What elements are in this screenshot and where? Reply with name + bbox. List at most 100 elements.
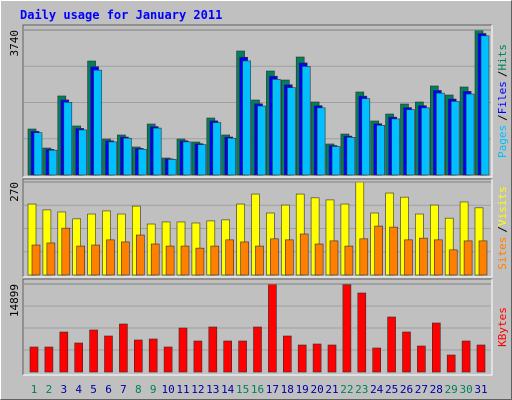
bar xyxy=(268,283,277,373)
bar xyxy=(104,335,113,373)
bar xyxy=(33,132,43,176)
y-tick-label: 270 xyxy=(8,182,21,202)
bar xyxy=(240,241,249,276)
bar xyxy=(476,344,486,373)
x-tick-label: 11 xyxy=(176,383,189,396)
bar xyxy=(270,238,279,276)
x-tick-label: 27 xyxy=(415,383,428,396)
panel-shadow xyxy=(22,24,492,177)
x-tick-label: 2 xyxy=(46,383,53,396)
bar xyxy=(255,245,264,276)
bar xyxy=(31,244,41,276)
bar xyxy=(299,233,309,276)
legend: Sites /Visits xyxy=(496,186,509,270)
x-tick-label: 21 xyxy=(325,383,338,396)
bar xyxy=(134,339,143,373)
bar xyxy=(301,66,311,176)
bar xyxy=(465,93,475,176)
bar xyxy=(197,144,207,176)
panel-light xyxy=(23,179,493,278)
bar xyxy=(312,343,322,373)
x-tick-label: 13 xyxy=(206,383,219,396)
x-tick-label: 9 xyxy=(150,383,157,396)
x-tick-label: 6 xyxy=(105,383,112,396)
bar xyxy=(346,137,356,176)
bar xyxy=(431,322,441,373)
bar xyxy=(480,35,490,176)
bar xyxy=(93,69,102,176)
bar xyxy=(193,340,203,373)
legend-separator: / xyxy=(496,226,509,233)
bar xyxy=(238,340,247,373)
bar xyxy=(148,338,158,373)
x-tick-label: 24 xyxy=(370,383,384,396)
bar xyxy=(342,284,352,373)
bar xyxy=(357,292,367,373)
bar xyxy=(212,122,222,176)
bar xyxy=(284,239,294,276)
bar xyxy=(225,239,234,276)
bar xyxy=(165,245,175,276)
panel-light xyxy=(23,279,493,376)
bar xyxy=(450,101,460,176)
legend-separator: / xyxy=(496,114,509,121)
legend: KBytes xyxy=(496,307,509,347)
bar xyxy=(91,244,100,276)
bar xyxy=(404,239,413,276)
x-tick-label: 20 xyxy=(310,383,323,396)
bar xyxy=(29,346,39,373)
bar xyxy=(329,240,339,276)
legend-entry: Hits xyxy=(496,44,509,71)
panel-shadow xyxy=(22,178,492,277)
bar xyxy=(46,242,56,276)
bar xyxy=(89,329,98,373)
bar xyxy=(297,344,307,373)
bar xyxy=(435,92,445,176)
bar xyxy=(208,326,218,373)
bar xyxy=(178,327,188,373)
bar xyxy=(121,241,130,276)
bar xyxy=(76,245,85,276)
bar xyxy=(74,342,83,373)
x-tick-label: 14 xyxy=(221,383,235,396)
bar xyxy=(150,243,160,276)
panel-light xyxy=(23,25,493,178)
bar xyxy=(478,240,488,276)
y-tick-label: 3740 xyxy=(8,30,21,57)
bar xyxy=(389,226,398,276)
legend-entry: KBytes xyxy=(496,307,509,347)
bar xyxy=(48,149,58,176)
bar xyxy=(359,238,369,276)
bar xyxy=(419,237,428,276)
bar xyxy=(44,346,54,373)
bar xyxy=(391,118,400,176)
x-tick-label: 22 xyxy=(340,383,353,396)
x-tick-label: 30 xyxy=(459,383,472,396)
bar xyxy=(406,109,415,176)
bar xyxy=(463,240,473,276)
bar xyxy=(372,347,382,373)
x-tick-label: 19 xyxy=(296,383,309,396)
legend-separator: / xyxy=(496,71,509,78)
x-tick-label: 28 xyxy=(430,383,443,396)
x-tick-label: 15 xyxy=(236,383,249,396)
x-tick-label: 10 xyxy=(161,383,174,396)
bar xyxy=(282,335,292,373)
bar xyxy=(417,345,426,373)
bar xyxy=(461,340,471,373)
x-tick-label: 16 xyxy=(251,383,264,396)
panel-shadow xyxy=(22,278,492,375)
x-tick-label: 3 xyxy=(60,383,67,396)
bar xyxy=(257,105,266,176)
bar xyxy=(59,331,69,373)
legend-entry: Sites xyxy=(496,237,509,270)
bar xyxy=(152,127,162,176)
bar xyxy=(138,148,147,176)
x-tick-label: 8 xyxy=(135,383,142,396)
bar xyxy=(286,87,296,176)
bar xyxy=(344,245,354,276)
bar xyxy=(253,326,262,373)
bar xyxy=(374,225,384,276)
bar xyxy=(63,102,73,176)
